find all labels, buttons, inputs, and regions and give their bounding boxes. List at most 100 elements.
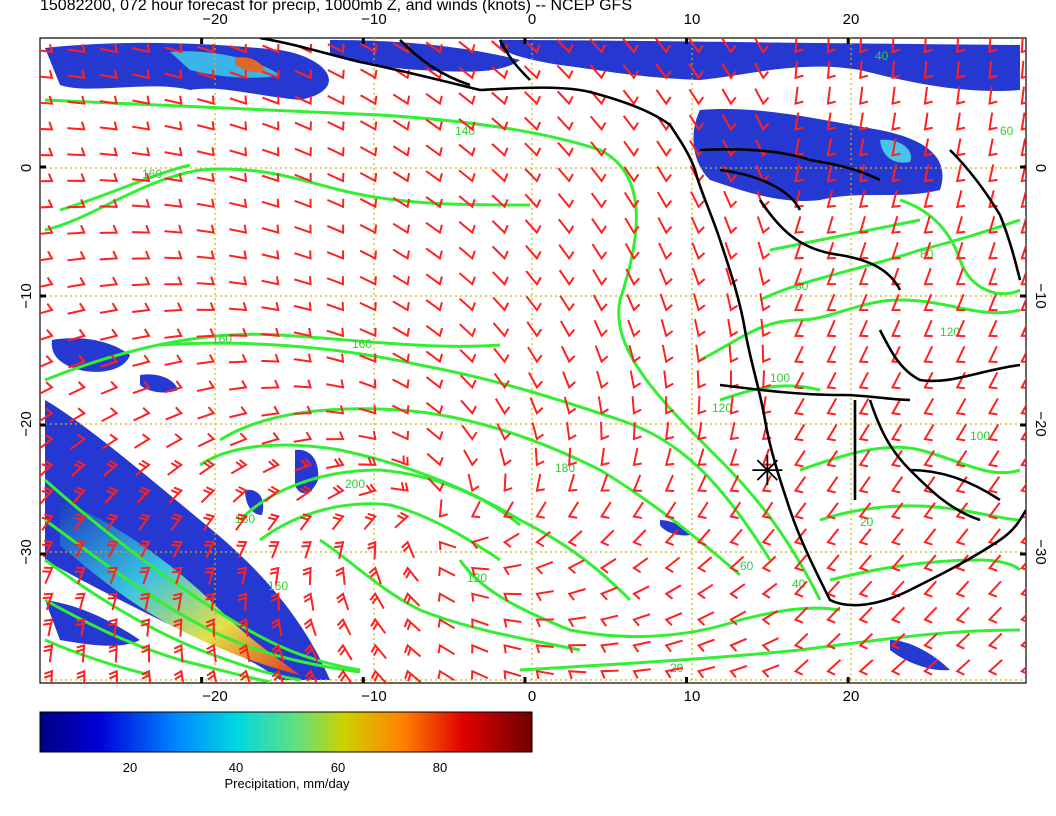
wind-barb — [230, 459, 248, 475]
wind-barb — [229, 406, 248, 419]
wind-barb — [826, 190, 836, 208]
wind-barb — [988, 38, 998, 54]
wind-barb — [694, 319, 706, 338]
wind-barb — [956, 60, 966, 80]
wind-barb — [239, 669, 251, 683]
wind-barb — [624, 243, 640, 261]
wind-barb — [955, 345, 966, 364]
wind-barb — [40, 225, 54, 235]
wind-barb — [164, 354, 183, 366]
wind-barb — [890, 528, 904, 546]
wind-barb — [955, 319, 966, 338]
wind-barb — [624, 217, 640, 235]
wind-barb — [173, 643, 184, 663]
wind-barb — [360, 94, 378, 106]
wind-barb — [67, 328, 86, 342]
wind-barb — [299, 513, 313, 531]
wind-barb — [632, 529, 647, 547]
wind-barb — [826, 86, 836, 105]
wind-barb — [858, 580, 873, 598]
wind-barb — [890, 554, 905, 572]
wind-barb — [43, 618, 54, 637]
wind-barb — [67, 69, 86, 79]
wind-barb — [261, 250, 280, 260]
wind-barb — [293, 327, 312, 338]
wind-barb — [132, 43, 151, 54]
wind-barb — [664, 639, 683, 653]
wind-barb — [368, 566, 382, 585]
wind-barb — [164, 250, 183, 260]
wind-barb — [523, 65, 541, 80]
wind-barb — [425, 93, 443, 106]
wind-barb — [140, 618, 151, 637]
wind-barb — [261, 327, 280, 337]
contour-label: 160 — [212, 332, 232, 346]
wind-barb — [793, 345, 804, 364]
wind-barb — [467, 473, 480, 493]
wind-barb — [458, 169, 476, 183]
wind-barb — [567, 616, 587, 628]
wind-barb — [923, 397, 935, 416]
wind-barb — [459, 323, 477, 338]
wind-barb — [592, 269, 608, 286]
wind-barb — [858, 293, 869, 312]
wind-barb — [665, 396, 674, 415]
wind-barb — [67, 95, 86, 105]
wind-barb — [458, 297, 476, 312]
wind-barb — [955, 138, 966, 157]
wind-barb — [955, 241, 966, 260]
wind-barb — [923, 190, 933, 208]
wind-barb — [294, 276, 312, 286]
wind-barb — [761, 637, 779, 652]
wind-barb — [359, 172, 378, 183]
left-tick-label: −10 — [18, 283, 35, 308]
wind-barb — [336, 617, 352, 636]
wind-barb — [1020, 613, 1026, 623]
wind-barb — [67, 302, 86, 315]
wind-barb — [359, 223, 378, 235]
wind-barb — [392, 145, 411, 157]
wind-barb — [1020, 138, 1026, 157]
wind-barb — [196, 250, 215, 260]
wind-barb — [438, 540, 457, 551]
wind-barb — [923, 554, 937, 572]
wind-barb — [729, 396, 739, 415]
wind-barb — [99, 224, 119, 234]
wind-barb — [164, 43, 183, 54]
wind-barb — [756, 216, 771, 235]
wind-barb — [237, 592, 248, 611]
wind-barb — [632, 585, 650, 600]
wind-barb — [923, 267, 933, 286]
wind-barb — [859, 86, 869, 105]
wind-barb — [697, 422, 707, 441]
wind-barb — [556, 39, 574, 54]
wind-barb — [622, 63, 639, 80]
wind-barb — [359, 249, 377, 260]
wind-barb — [470, 566, 490, 576]
wind-barb — [131, 250, 151, 260]
wind-barb — [41, 513, 54, 531]
wind-barb — [589, 38, 607, 54]
wind-barb — [426, 452, 444, 467]
wind-barb — [591, 243, 608, 261]
wind-barb — [132, 380, 151, 395]
wind-barb — [826, 112, 836, 131]
wind-barb — [558, 269, 575, 286]
wind-barb — [526, 321, 543, 338]
wind-barb — [625, 268, 641, 286]
wind-barb — [391, 404, 410, 415]
wind-barb — [826, 164, 836, 183]
wind-barb — [327, 172, 345, 183]
wind-barb — [359, 327, 377, 338]
wind-barb — [729, 474, 740, 493]
wind-barb — [463, 449, 479, 467]
wind-barb — [891, 190, 901, 208]
wind-barb — [858, 319, 869, 338]
wind-barb — [723, 190, 738, 209]
wind-barb — [793, 371, 805, 390]
wind-barb — [460, 399, 477, 415]
wind-barb — [987, 580, 1002, 598]
wind-barb — [556, 116, 574, 132]
wind-barb — [794, 267, 804, 286]
wind-barb — [261, 276, 280, 286]
